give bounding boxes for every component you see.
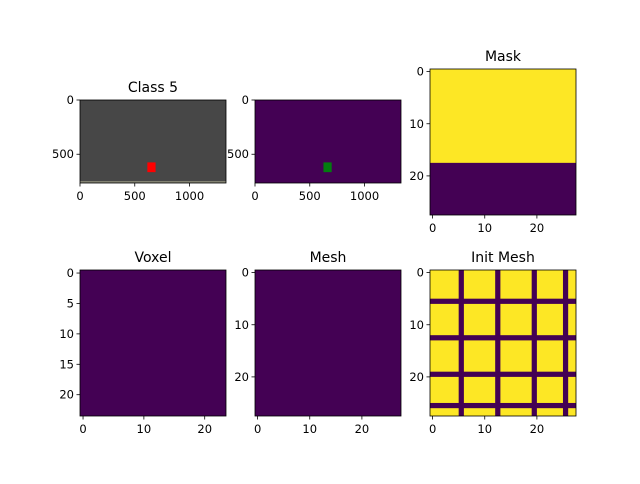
x-tick-label: 500	[124, 189, 146, 203]
x-tick-label: 500	[299, 189, 321, 203]
y-tick-label: 0	[242, 266, 249, 280]
y-tick-label: 0	[67, 93, 74, 107]
x-tick-label: 20	[355, 422, 370, 436]
y-tick-label: 20	[234, 370, 249, 384]
y-tick-label: 500	[227, 147, 249, 161]
region-filled	[430, 69, 576, 163]
image-background	[255, 270, 401, 416]
mesh-horizontal-line	[430, 371, 576, 377]
panel-title: Class 5	[128, 80, 178, 96]
y-tick-label: 10	[234, 318, 249, 332]
axes-frame	[79, 99, 227, 184]
y-tick-label: 10	[409, 117, 424, 131]
mesh-horizontal-line	[430, 335, 576, 341]
y-tick-label: 15	[59, 357, 74, 371]
x-tick-label: 1000	[175, 189, 204, 203]
panel-class5: 0 500 1000 0 500 Class 5	[52, 80, 227, 203]
axes-frame	[429, 68, 577, 216]
axes-frame	[429, 269, 577, 417]
y-tick-label: 20	[409, 370, 424, 384]
x-tick-label: 0	[79, 422, 86, 436]
panel-class-mask: 0 500 1000 0 500	[227, 93, 402, 203]
x-tick-label: 20	[530, 422, 545, 436]
axes-frame	[254, 269, 402, 417]
panel-mask: 0 10 20 0 10 20 Mask	[409, 49, 577, 235]
mesh-vertical-line	[562, 270, 569, 416]
x-tick-label: 0	[429, 422, 436, 436]
x-tick-label: 0	[76, 189, 83, 203]
mesh-horizontal-line	[430, 298, 576, 304]
panel-title: Voxel	[135, 250, 172, 266]
x-tick-label: 10	[137, 422, 152, 436]
image-background	[430, 270, 576, 416]
x-tick-label: 10	[477, 422, 492, 436]
x-tick-label: 0	[429, 221, 436, 235]
x-tick-label: 10	[302, 422, 317, 436]
x-tick-label: 0	[251, 189, 258, 203]
y-tick-label: 10	[409, 318, 424, 332]
x-tick-label: 20	[530, 221, 545, 235]
axes-frame	[79, 269, 227, 417]
panel-title: Mesh	[310, 250, 347, 266]
y-tick-label: 0	[417, 266, 424, 280]
x-tick-label: 10	[477, 221, 492, 235]
panel-title: Mask	[485, 49, 522, 65]
panel-mesh: 0 10 20 0 10 20 Mesh	[234, 250, 402, 436]
panel-init-mesh: 0 10 20 0 10 20 Init Mesh	[409, 250, 577, 436]
image-background	[80, 270, 226, 416]
y-tick-label: 0	[67, 266, 74, 280]
region-box	[147, 162, 156, 173]
y-tick-label: 20	[409, 169, 424, 183]
mesh-horizontal-line	[430, 402, 576, 409]
axes-frame	[254, 99, 402, 184]
region-box	[323, 162, 332, 173]
y-tick-label: 10	[59, 327, 74, 341]
panel-title: Init Mesh	[471, 250, 535, 266]
mesh-vertical-line	[495, 270, 501, 416]
panel-voxel: 0 10 20 0 5 10 15 20 Voxel	[59, 250, 227, 436]
mesh-vertical-line	[531, 270, 537, 416]
y-tick-label: 0	[417, 65, 424, 79]
mesh-vertical-line	[458, 270, 464, 416]
x-tick-label: 20	[197, 422, 212, 436]
y-tick-label: 5	[67, 296, 74, 310]
y-tick-label: 20	[59, 388, 74, 402]
y-tick-label: 500	[52, 147, 74, 161]
x-tick-label: 0	[254, 422, 261, 436]
y-tick-label: 0	[242, 93, 249, 107]
x-tick-label: 1000	[350, 189, 379, 203]
